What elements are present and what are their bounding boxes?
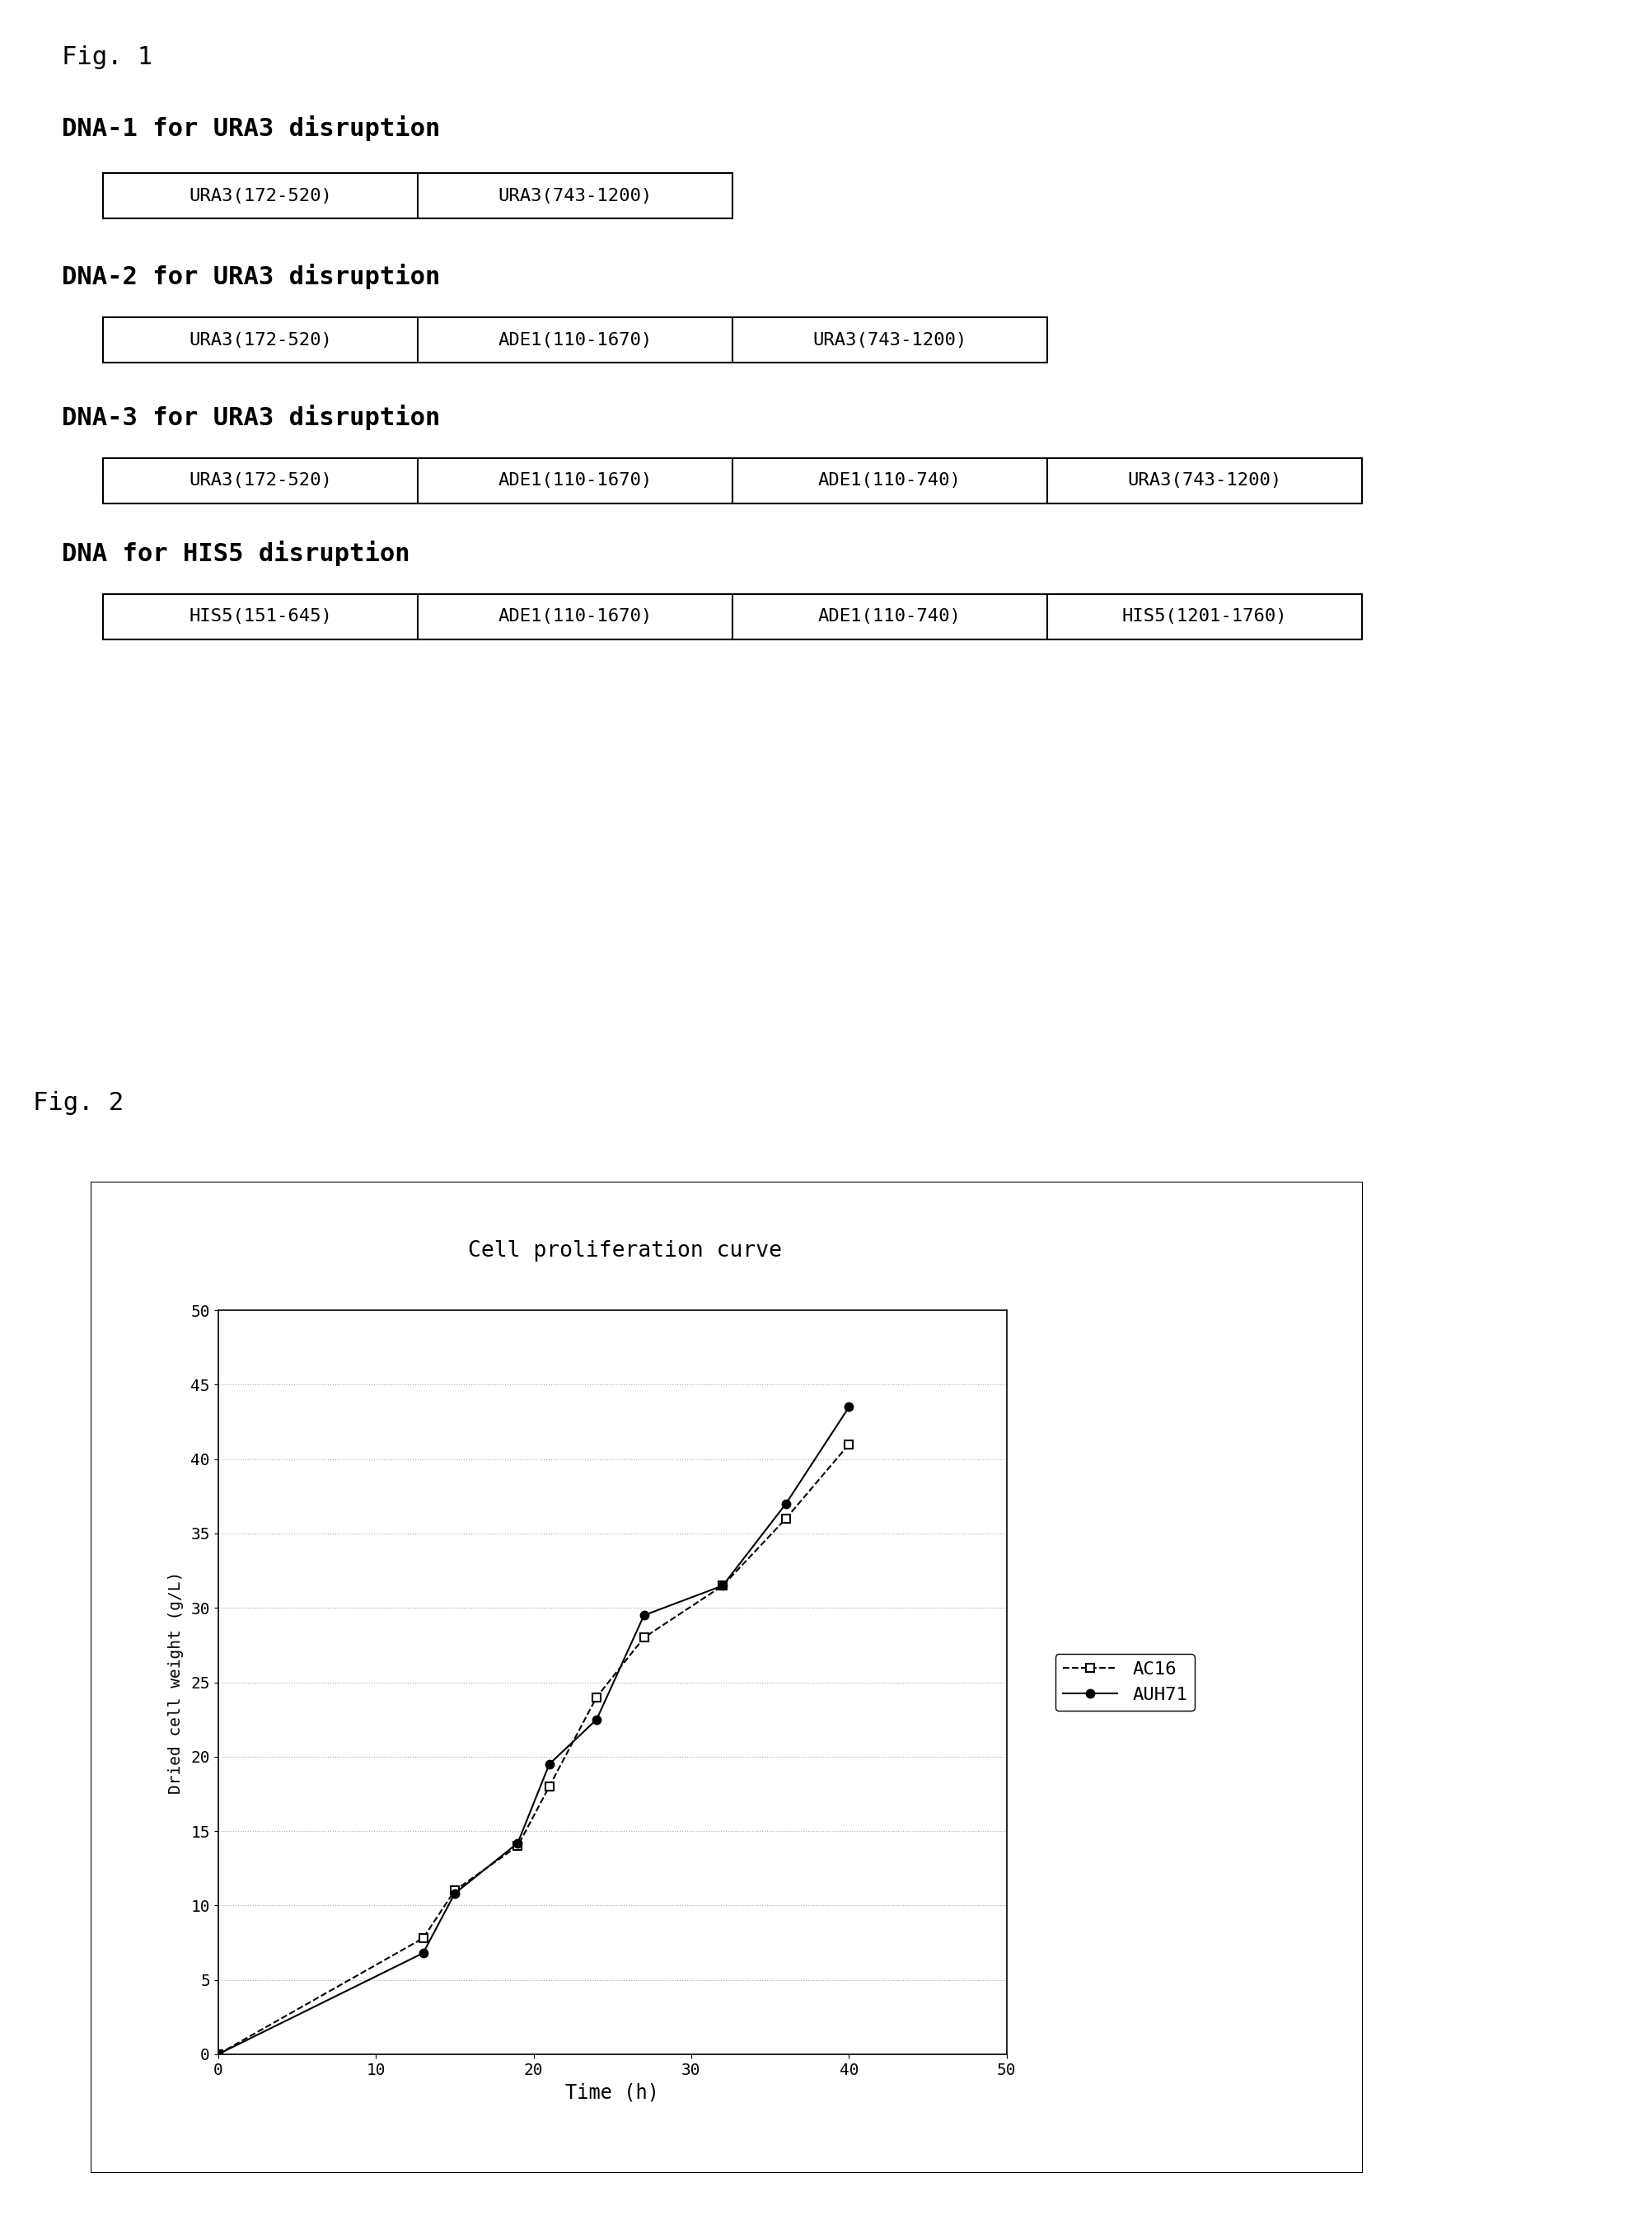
Text: ADE1(110-740): ADE1(110-740): [818, 473, 961, 488]
Text: URA3(743-1200): URA3(743-1200): [1127, 473, 1282, 488]
Text: DNA-2 for URA3 disruption: DNA-2 for URA3 disruption: [61, 263, 441, 290]
AUH71: [507, 1830, 527, 1857]
Y-axis label: Dried cell weight (g/L): Dried cell weight (g/L): [169, 1571, 183, 1794]
AUH71: [776, 1491, 796, 1518]
AC16: [208, 2042, 228, 2069]
AUH71: [714, 1571, 733, 1598]
Bar: [102, 457, 1361, 504]
Text: ADE1(110-1670): ADE1(110-1670): [497, 332, 653, 348]
Line: AUH71: AUH71: [215, 1402, 852, 2057]
Text: URA3(743-1200): URA3(743-1200): [497, 187, 653, 205]
Text: URA3(172-520): URA3(172-520): [188, 187, 332, 205]
Line: AC16: AC16: [215, 1440, 852, 2057]
AC16: [444, 1877, 464, 1904]
AUH71: [413, 1939, 433, 1966]
AC16: [413, 1926, 433, 1953]
Bar: [102, 593, 1361, 640]
Bar: [102, 317, 1047, 363]
AC16: [839, 1431, 859, 1458]
Text: HIS5(151-645): HIS5(151-645): [188, 609, 332, 624]
AC16: [714, 1571, 733, 1598]
Text: Cell proliferation curve: Cell proliferation curve: [468, 1239, 781, 1262]
Text: URA3(743-1200): URA3(743-1200): [813, 332, 966, 348]
Legend: AC16, AUH71: AC16, AUH71: [1056, 1654, 1194, 1710]
AC16: [586, 1683, 606, 1710]
Text: Fig. 2: Fig. 2: [33, 1092, 124, 1114]
AC16: [540, 1772, 560, 1799]
Text: HIS5(1201-1760): HIS5(1201-1760): [1122, 609, 1287, 624]
Text: DNA-1 for URA3 disruption: DNA-1 for URA3 disruption: [61, 116, 441, 140]
Text: ADE1(110-1670): ADE1(110-1670): [497, 473, 653, 488]
Text: DNA for HIS5 disruption: DNA for HIS5 disruption: [61, 539, 410, 566]
AUH71: [444, 1881, 464, 1908]
Text: ADE1(110-740): ADE1(110-740): [818, 609, 961, 624]
AUH71: [586, 1705, 606, 1732]
AUH71: [839, 1393, 859, 1420]
Text: URA3(172-520): URA3(172-520): [188, 332, 332, 348]
AUH71: [540, 1750, 560, 1777]
Bar: [102, 174, 732, 218]
Text: ADE1(110-1670): ADE1(110-1670): [497, 609, 653, 624]
Text: DNA-3 for URA3 disruption: DNA-3 for URA3 disruption: [61, 403, 441, 430]
X-axis label: Time (h): Time (h): [565, 2082, 659, 2102]
AC16: [776, 1505, 796, 1531]
AUH71: [208, 2042, 228, 2069]
AC16: [507, 1832, 527, 1859]
Text: URA3(172-520): URA3(172-520): [188, 473, 332, 488]
AUH71: [634, 1603, 654, 1629]
Text: Fig. 1: Fig. 1: [61, 45, 152, 69]
AC16: [634, 1625, 654, 1652]
